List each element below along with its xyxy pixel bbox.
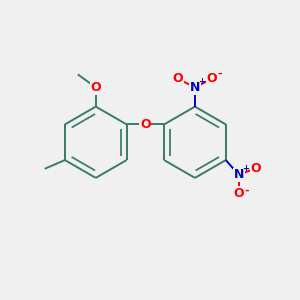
Text: N: N (190, 81, 200, 94)
Text: +: + (242, 164, 249, 173)
Text: O: O (250, 162, 261, 175)
Text: O: O (140, 118, 151, 131)
Text: +: + (198, 77, 205, 86)
Text: O: O (172, 72, 183, 85)
Text: O: O (207, 72, 217, 85)
Text: -: - (244, 185, 249, 196)
Text: O: O (90, 81, 101, 94)
Text: N: N (234, 169, 244, 182)
Text: O: O (233, 187, 244, 200)
Text: -: - (217, 69, 222, 79)
